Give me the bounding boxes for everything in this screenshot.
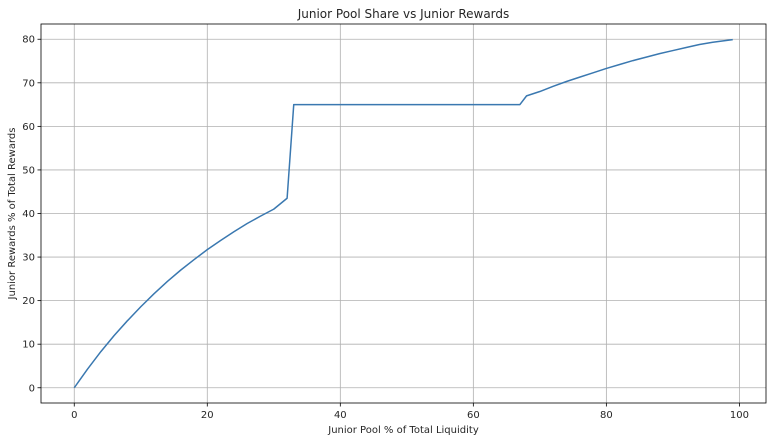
x-axis-label: Junior Pool % of Total Liquidity [327,425,479,436]
x-tick-label: 60 [467,410,480,421]
y-tick-label: 50 [22,165,35,176]
y-tick-label: 70 [22,78,35,89]
y-tick-label: 0 [29,383,35,394]
x-tick-label: 40 [334,410,347,421]
x-axis: 0 20 40 60 80 100 [71,403,749,421]
series-line [73,38,733,389]
chart-title: Junior Pool Share vs Junior Rewards [297,7,510,21]
x-tick-label: 20 [201,410,214,421]
y-axis-label: Junior Rewards % of Total Rewards [7,128,18,301]
y-tick-label: 80 [22,35,35,46]
grid-lines [41,24,766,403]
x-tick-label: 100 [730,410,749,421]
y-tick-label: 40 [22,209,35,220]
y-tick-label: 60 [22,122,35,133]
y-tick-label: 30 [22,253,35,264]
x-tick-label: 0 [71,410,77,421]
y-axis: 0 10 20 30 40 50 60 70 80 [22,35,41,394]
x-tick-label: 80 [600,410,613,421]
y-tick-label: 20 [22,296,35,307]
y-tick-label: 10 [22,340,35,351]
series-group [73,38,733,389]
